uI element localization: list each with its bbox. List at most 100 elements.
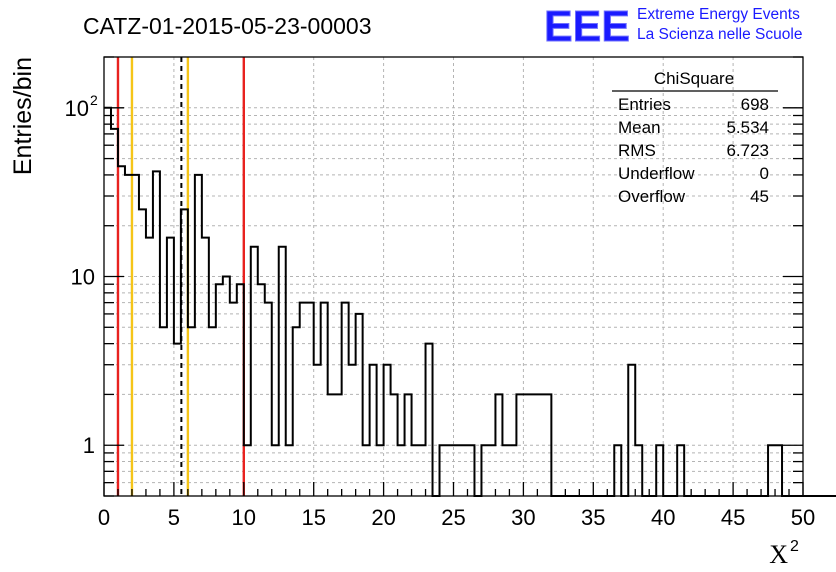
grid — [104, 57, 803, 496]
stats-row-label: Underflow — [618, 164, 695, 183]
histogram-bin — [300, 303, 307, 496]
y-tick-label: 1 — [83, 433, 95, 458]
histogram-bin — [167, 238, 174, 496]
stats-row-label: RMS — [618, 141, 656, 160]
histogram-bin — [314, 365, 321, 496]
histogram-bin — [419, 445, 426, 496]
histogram-bin — [111, 129, 118, 496]
histogram-bin — [412, 445, 419, 496]
stats-row-label: Mean — [618, 118, 661, 137]
histogram-bin — [181, 209, 188, 496]
stats-box-title: ChiSquare — [654, 69, 734, 88]
x-tick-label: 30 — [511, 505, 535, 530]
histogram-bin — [202, 238, 209, 496]
histogram-bin — [656, 445, 663, 496]
histogram-bin — [502, 445, 509, 496]
histogram-bin — [677, 445, 684, 496]
histogram-bin — [460, 445, 467, 496]
histogram-bin — [132, 175, 139, 496]
histogram-bin — [237, 284, 244, 496]
x-tick-label: 40 — [651, 505, 675, 530]
histogram-bin — [391, 394, 398, 496]
histogram-bin — [335, 394, 342, 496]
x-tick-label: 5 — [168, 505, 180, 530]
y-axis-label: Entries/bin — [9, 57, 37, 175]
histogram-bin — [174, 344, 181, 496]
stats-row-label: Entries — [618, 95, 671, 114]
histogram-bin — [223, 277, 230, 497]
histogram-bin — [537, 394, 544, 496]
histogram-bin — [307, 303, 314, 496]
stats-row-value: 5.534 — [726, 118, 769, 137]
histogram-bin — [370, 365, 377, 496]
histogram-bin — [377, 445, 384, 496]
histogram-bin — [265, 303, 272, 496]
histogram-bin — [251, 247, 258, 496]
histogram-bin — [775, 445, 782, 496]
histogram-bin — [405, 394, 412, 496]
histogram-bin — [614, 445, 621, 496]
histogram-bin — [342, 303, 349, 496]
stats-row-value: 698 — [741, 95, 769, 114]
y-tick-label-exponent: 2 — [90, 92, 98, 108]
eee-logo-mark: EEE — [544, 2, 630, 51]
x-tick-label: 50 — [791, 505, 815, 530]
y-tick-label: 10 — [71, 265, 95, 290]
x-tick-label: 45 — [721, 505, 745, 530]
histogram-bin — [384, 365, 391, 496]
histogram-bin — [363, 445, 370, 496]
chart-title: CATZ-01-2015-05-23-00003 — [83, 13, 372, 39]
x-axis-label-superscript: 2 — [790, 538, 799, 555]
histogram-bin — [139, 209, 146, 496]
x-tick-label: 25 — [441, 505, 465, 530]
x-axis-label: X — [769, 540, 788, 569]
histogram-bin — [481, 445, 488, 496]
stats-row-value: 0 — [760, 164, 769, 183]
histogram-bin — [216, 284, 223, 496]
histogram-bin — [530, 394, 537, 496]
stats-row-value: 45 — [750, 187, 769, 206]
histogram-bin — [272, 445, 279, 496]
histogram-bin — [118, 166, 125, 496]
histogram-bin — [495, 394, 502, 496]
histogram-bin — [153, 171, 160, 496]
histogram-bin — [628, 365, 635, 496]
histogram-bin — [244, 445, 251, 496]
stats-row-label: Overflow — [618, 187, 686, 206]
histogram-bin — [286, 445, 293, 496]
x-tick-label: 20 — [371, 505, 395, 530]
histogram-bin — [509, 445, 516, 496]
stats-box: ChiSquare Entries 698 Mean 5.534 RMS 6.723 Und… — [612, 69, 778, 206]
histogram-bin — [454, 445, 461, 496]
eee-logo: EEE Extreme Energy Events La Scienza nel… — [544, 2, 803, 52]
histogram-bin — [188, 327, 195, 496]
histogram-bin — [104, 108, 111, 496]
histogram-bin — [125, 175, 132, 496]
histogram-bin — [488, 445, 495, 496]
stats-row-value: 6.723 — [726, 141, 769, 160]
histogram-bin — [467, 445, 474, 496]
histogram-bin — [258, 284, 265, 496]
histogram-bin — [279, 247, 286, 496]
histogram-bins — [104, 108, 836, 496]
histogram-bin — [321, 303, 328, 496]
logo-line-1: Extreme Energy Events — [637, 6, 800, 23]
histogram-bin — [328, 394, 335, 496]
histogram-bin — [349, 365, 356, 496]
histogram-bin — [440, 445, 447, 496]
histogram-bin — [146, 238, 153, 496]
histogram-bin — [209, 327, 216, 496]
histogram-bin — [356, 314, 363, 496]
histogram-bin — [516, 394, 523, 496]
logo-line-2: La Scienza nelle Scuole — [637, 26, 802, 43]
histogram-bin — [447, 445, 454, 496]
histogram-bin — [635, 445, 642, 496]
histogram-bin — [230, 303, 237, 496]
histogram-bin — [293, 327, 300, 496]
histogram-bin — [426, 344, 433, 496]
histogram-bin — [160, 327, 167, 496]
x-tick-label: 10 — [232, 505, 256, 530]
histogram-bin — [523, 394, 530, 496]
